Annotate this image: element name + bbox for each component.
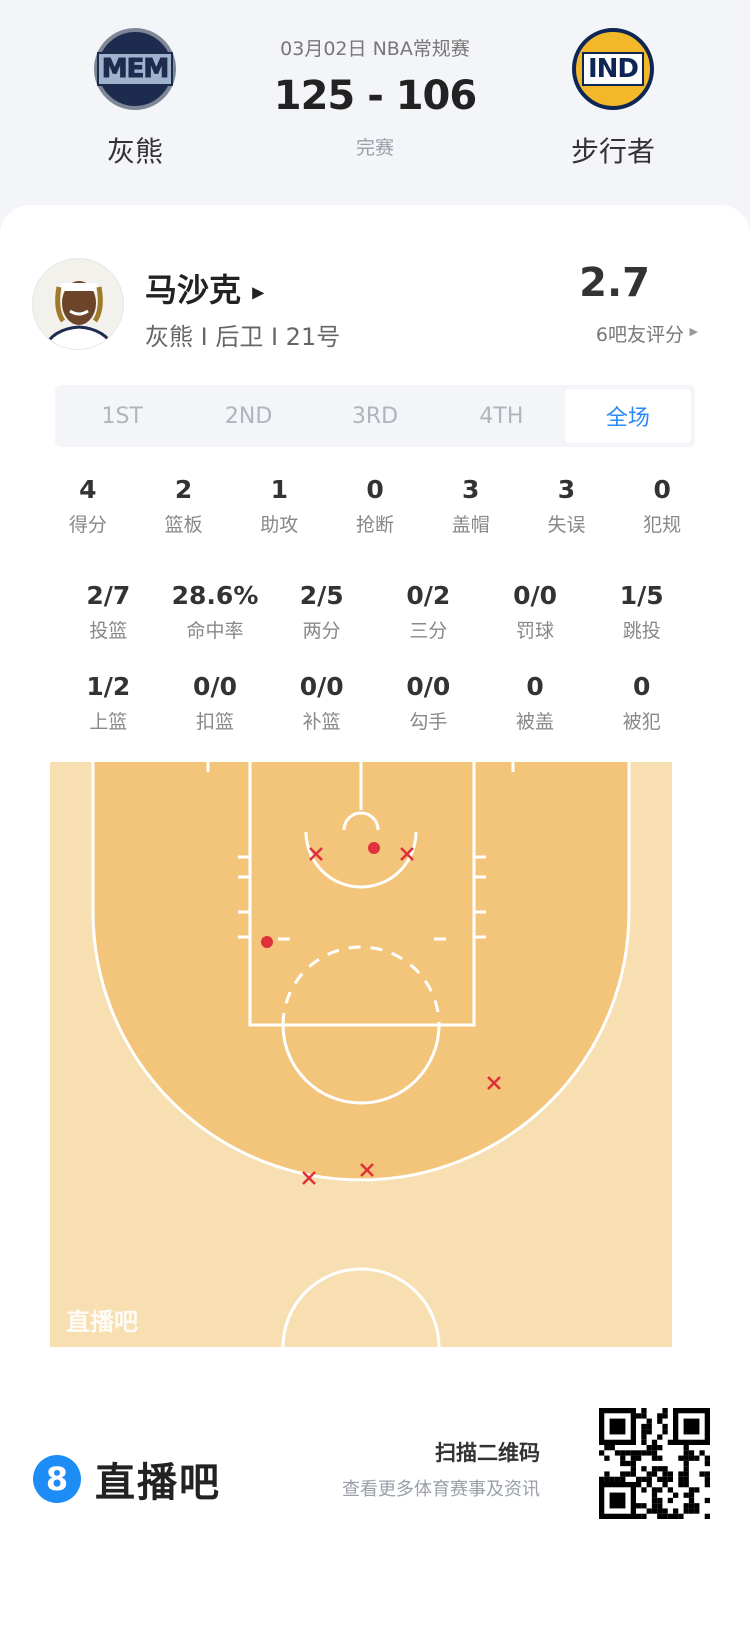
stat-item: 0/0 扣篮 <box>193 672 237 733</box>
stat-item: 0/0 补篮 <box>299 672 344 733</box>
qr-subtitle: 查看更多体育赛事及资讯 <box>342 1479 540 1500</box>
player-name[interactable]: 马沙克 ▶ <box>145 271 265 309</box>
stat-item: 1/2 上篮 <box>86 672 131 733</box>
tab-2nd[interactable]: 2ND <box>224 403 273 429</box>
stat-item: 0 被盖 <box>516 672 555 733</box>
shot-missed <box>302 1171 316 1185</box>
stat-item: 0 抢断 <box>356 475 395 536</box>
tab-4th[interactable]: 4TH <box>479 403 524 429</box>
stat-item: 0/2 三分 <box>406 581 451 642</box>
three-point-area <box>93 762 629 1180</box>
stat-item: 2 篮板 <box>164 475 203 536</box>
player-avatar[interactable] <box>32 258 124 350</box>
stat-item: 0 被犯 <box>622 672 661 733</box>
shot-missed <box>487 1076 501 1090</box>
player-meta: 灰熊 I 后卫 I 21号 <box>145 323 341 351</box>
shot-missed <box>360 1163 374 1177</box>
court-watermark: 直播吧 <box>66 1308 138 1336</box>
match-header: MEM 灰熊 03月02日 NBA常规赛 125 - 106 完赛 IND 步行… <box>0 0 750 205</box>
stats-row-basic: 4 得分 2 篮板 1 助攻 0 抢断 3 盖帽 3 失误 0 犯规 <box>40 475 710 537</box>
stat-item: 4 得分 <box>68 475 107 536</box>
shot-chart-court: 直播吧 <box>50 758 672 1348</box>
home-team-name: 灰熊 <box>106 135 163 168</box>
away-team-name: 步行者 <box>570 135 655 168</box>
brand-8-icon: 8 <box>33 1455 81 1503</box>
center-circle <box>281 1267 441 1348</box>
free-throw-circle-bottom <box>281 1024 441 1105</box>
tab-1st[interactable]: 1ST <box>101 403 143 429</box>
stat-item: 3 盖帽 <box>451 475 490 536</box>
match-score: 125 - 106 <box>273 73 477 119</box>
stat-item: 1/5 跳投 <box>619 581 664 642</box>
away-team[interactable]: IND 步行者 <box>533 28 693 170</box>
home-team[interactable]: MEM 灰熊 <box>55 28 215 170</box>
tab-full-game[interactable]: 全场 <box>564 389 692 443</box>
stat-item: 0 犯规 <box>643 475 682 536</box>
player-card: 马沙克 ▶ 灰熊 I 后卫 I 21号 2.7 6吧友评分 ▶ 1ST 2ND 3… <box>0 205 750 1629</box>
stat-item: 2/7 投篮 <box>86 581 131 642</box>
caret-right-icon: ▶ <box>689 325 698 338</box>
stat-item: 2/5 两分 <box>299 581 344 642</box>
free-throw-circle-top <box>281 945 441 1026</box>
mem-logo: MEM <box>94 28 176 110</box>
hoop <box>342 811 380 831</box>
match-status: 完赛 <box>355 137 394 159</box>
period-tabs: 1ST 2ND 3RD 4TH 全场 <box>55 385 695 447</box>
brand-logo: 8 直播吧 <box>33 1450 221 1508</box>
stat-item: 1 助攻 <box>260 475 299 536</box>
stat-item: 3 失误 <box>547 475 586 536</box>
baseline-ticks <box>206 762 515 772</box>
match-date: 03月02日 NBA常规赛 <box>280 38 470 60</box>
shot-made <box>261 936 273 948</box>
shot-missed <box>309 847 323 861</box>
caret-right-icon: ▶ <box>252 282 265 302</box>
stat-item: 28.6% 命中率 <box>171 581 259 642</box>
shot-missed <box>400 847 414 861</box>
stats-row-shot-types: 1/2 上篮 0/0 扣篮 0/0 补篮 0/0 勾手 0 被盖 0 被犯 <box>55 672 695 734</box>
shot-made <box>368 842 380 854</box>
qr-code-icon[interactable] <box>599 1408 710 1519</box>
qr-title: 扫描二维码 <box>435 1441 540 1465</box>
stat-item: 0/0 罚球 <box>513 581 557 642</box>
player-rating: 2.7 <box>579 260 650 306</box>
stats-row-shooting: 2/7 投篮 28.6% 命中率 2/5 两分 0/2 三分 0/0 罚球 1/5 跳投 <box>55 581 695 643</box>
tab-3rd[interactable]: 3RD <box>351 403 399 429</box>
lane-marks <box>238 855 486 941</box>
rating-link[interactable]: 6吧友评分 ▶ <box>595 324 698 346</box>
three-point-line <box>91 762 631 1182</box>
stat-item: 0/0 勾手 <box>406 672 451 733</box>
ind-logo: IND <box>572 28 654 110</box>
